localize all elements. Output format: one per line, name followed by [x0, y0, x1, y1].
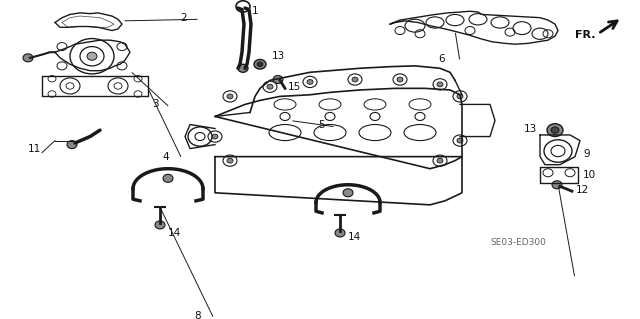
- Circle shape: [457, 138, 463, 143]
- Text: 3: 3: [152, 100, 159, 109]
- Circle shape: [397, 77, 403, 82]
- Circle shape: [437, 82, 443, 87]
- Circle shape: [307, 79, 313, 84]
- Circle shape: [352, 77, 358, 82]
- Circle shape: [551, 127, 559, 133]
- Circle shape: [254, 59, 266, 69]
- Text: 14: 14: [168, 228, 181, 238]
- Text: FR.: FR.: [575, 30, 596, 40]
- Text: 12: 12: [576, 185, 589, 195]
- Text: 1: 1: [252, 6, 259, 16]
- Circle shape: [238, 64, 248, 72]
- Circle shape: [155, 221, 165, 229]
- Circle shape: [343, 189, 353, 197]
- Text: 10: 10: [583, 170, 596, 180]
- Circle shape: [212, 134, 218, 139]
- Text: 15: 15: [288, 82, 301, 92]
- Circle shape: [335, 229, 345, 237]
- Text: 4: 4: [162, 152, 168, 162]
- Circle shape: [87, 52, 97, 60]
- Circle shape: [227, 94, 233, 99]
- Text: 13: 13: [524, 123, 537, 134]
- Text: SE03-ED300: SE03-ED300: [490, 238, 546, 248]
- Circle shape: [257, 62, 263, 67]
- Text: 14: 14: [348, 232, 361, 242]
- Text: 8: 8: [194, 311, 200, 319]
- Text: 5: 5: [318, 120, 324, 130]
- Circle shape: [457, 94, 463, 99]
- Circle shape: [267, 84, 273, 89]
- Text: 9: 9: [583, 149, 589, 159]
- Text: 13: 13: [272, 51, 285, 61]
- Circle shape: [552, 181, 562, 189]
- Circle shape: [163, 174, 173, 182]
- Circle shape: [547, 124, 563, 137]
- Circle shape: [273, 76, 283, 84]
- Text: 2: 2: [180, 13, 187, 23]
- Circle shape: [67, 141, 77, 149]
- Circle shape: [23, 54, 33, 62]
- Text: 11: 11: [28, 145, 41, 154]
- Circle shape: [437, 158, 443, 163]
- Text: 6: 6: [438, 55, 445, 64]
- Circle shape: [227, 158, 233, 163]
